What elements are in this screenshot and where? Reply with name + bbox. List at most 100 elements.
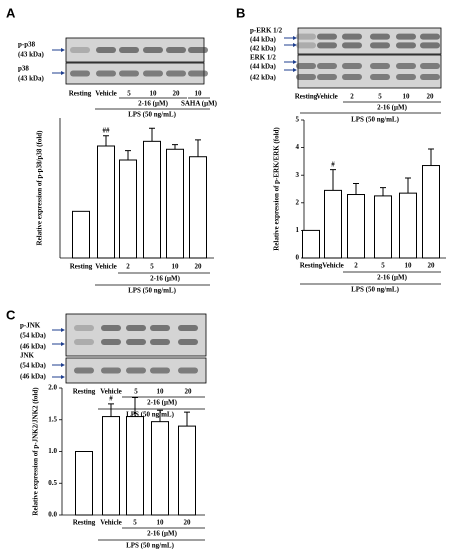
error-bar	[405, 177, 411, 194]
y-tick-label: 1.5	[48, 415, 57, 423]
arrow-head	[293, 60, 297, 64]
arrow-head	[61, 375, 65, 379]
panel-letter: A	[6, 5, 16, 20]
arrow-head	[61, 328, 65, 332]
blot-band	[74, 325, 94, 331]
lane-label: 10	[150, 90, 158, 98]
blot-band	[396, 63, 416, 69]
error-bar	[380, 187, 386, 196]
blot-band	[342, 42, 362, 49]
arrow-head	[61, 48, 65, 52]
blot-band	[150, 325, 170, 331]
blot-band	[126, 367, 146, 374]
lane-label: 20	[185, 388, 193, 396]
blot-band	[119, 70, 139, 77]
blot-band	[178, 367, 198, 374]
group-label: LPS (50 ng/mL)	[128, 287, 177, 295]
blot-strip	[297, 54, 442, 89]
bar	[119, 159, 137, 259]
blot-band	[342, 63, 362, 69]
blot-label: (54 kDa)	[20, 362, 47, 370]
bar	[166, 148, 184, 259]
bar	[102, 416, 120, 516]
error-bar	[108, 403, 114, 417]
x-tick-label: 2	[126, 263, 130, 271]
blot-band	[296, 42, 316, 49]
y-tick-label: 2	[296, 198, 300, 206]
bar	[151, 421, 169, 516]
blot-band	[296, 63, 316, 69]
blot-band	[96, 70, 116, 77]
blot-band	[420, 74, 440, 80]
blot-band	[296, 74, 316, 80]
lane-label: 10	[403, 93, 411, 101]
y-tick-label: 5	[296, 116, 300, 124]
lane-label: Resting	[295, 93, 318, 101]
lane-label: Resting	[69, 90, 92, 98]
blot-band	[101, 367, 121, 374]
x-tick-label: 10	[157, 519, 165, 527]
blot-band	[101, 339, 121, 345]
panel: Bp-ERK 1/2(44 kDa)(42 kDa)ERK 1/2(44 kDa…	[236, 5, 446, 294]
lane-label: 5	[134, 388, 138, 396]
blot-band	[342, 74, 362, 80]
error-bar	[103, 135, 109, 146]
y-tick-label: 0	[296, 254, 300, 262]
group-label: LPS (50 ng/mL)	[126, 542, 175, 550]
lane-label: 20	[427, 93, 435, 101]
bar	[126, 416, 144, 516]
annotation: ##	[103, 126, 111, 134]
blot-label: (44 kDa)	[250, 36, 277, 44]
blot-band	[74, 339, 94, 345]
group-label: 2-16 (μM)	[377, 104, 407, 112]
lane-label: 5	[127, 90, 131, 98]
blot-label: ERK 1/2	[250, 54, 276, 62]
x-tick-label: 5	[381, 262, 385, 270]
blot-band	[188, 47, 208, 53]
y-tick-label: 0.0	[48, 511, 57, 519]
lane-label: Vehicle	[316, 93, 338, 101]
y-tick-label: 1.0	[48, 447, 57, 455]
blot-band	[143, 47, 163, 53]
bar	[302, 229, 320, 259]
blot-label: (43 kDa)	[18, 51, 45, 59]
arrow-head	[293, 43, 297, 47]
blot-label: (44 kDa)	[250, 63, 277, 71]
blot-band	[166, 47, 186, 53]
group-label: 2-16 (μM)	[150, 275, 180, 283]
panel-letter: C	[6, 307, 16, 322]
blot-label: p-JNK	[20, 322, 41, 330]
blot-label: (54 kDa)	[20, 332, 47, 340]
blot-band	[101, 325, 121, 331]
group-label: LPS (50 ng/mL)	[126, 411, 175, 419]
x-tick-label: Resting	[70, 263, 93, 271]
arrow-head	[61, 342, 65, 346]
lane-label: 10	[157, 388, 165, 396]
group-label: 2-16 (μM)	[147, 399, 177, 407]
group-label: LPS (50 ng/mL)	[351, 116, 400, 124]
blot-band	[96, 47, 116, 53]
x-tick-label: 2	[354, 262, 358, 270]
blot-band	[150, 367, 170, 374]
blot-band	[317, 42, 337, 49]
error-bar	[149, 127, 155, 142]
y-tick-label: 1	[296, 226, 300, 234]
x-tick-label: Vehicle	[322, 262, 344, 270]
x-tick-label: 20	[195, 263, 203, 271]
x-tick-label: 20	[184, 519, 192, 527]
blot-band	[317, 33, 337, 40]
y-tick-label: 4	[296, 143, 300, 151]
group-label: 2-16 (μM)	[147, 530, 177, 538]
error-bar	[330, 169, 336, 191]
blot-band	[119, 47, 139, 53]
blot-band	[126, 325, 146, 331]
bar	[399, 192, 417, 259]
blot-band	[342, 33, 362, 40]
x-tick-label: Vehicle	[100, 519, 122, 527]
group-label: 2-16 (μM)	[377, 274, 407, 282]
blot-band	[178, 339, 198, 345]
group-label: 2-16 (μM)	[138, 100, 168, 108]
x-tick-label: Vehicle	[95, 263, 117, 271]
panel: Cp-JNK(54 kDa)(46 kDa)JNK(54 kDa)(46 kDa…	[6, 307, 207, 550]
